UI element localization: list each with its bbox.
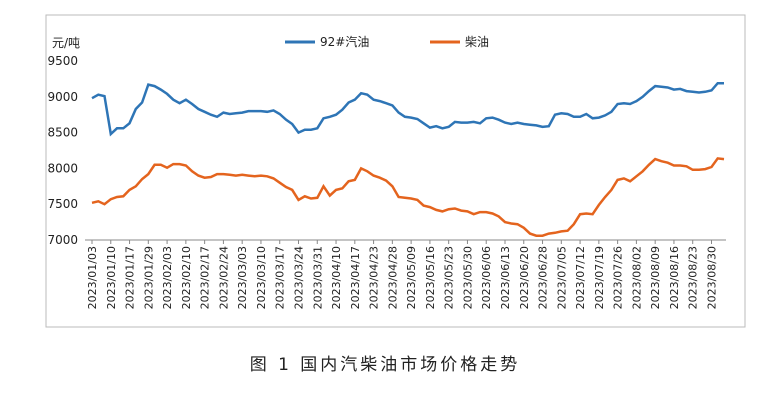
x-tick-label: 2023/06/06 (480, 246, 493, 309)
x-tick-label: 2023/05/09 (405, 246, 418, 309)
y-axis-label: 元/吨 (52, 36, 80, 50)
x-tick-label: 2023/02/03 (161, 246, 174, 309)
x-tick-label: 2023/06/13 (499, 246, 512, 309)
x-tick-label: 2023/08/30 (705, 246, 718, 309)
x-tick-label: 2023/04/28 (386, 246, 399, 309)
x-tick-label: 2023/08/23 (687, 246, 700, 309)
x-tick-label: 2023/07/19 (593, 246, 606, 309)
caption: 图 1 国内汽柴油市场价格走势 (250, 355, 521, 375)
chart-frame (45, 14, 746, 328)
x-tick-label: 2023/02/10 (180, 246, 193, 309)
x-tick-label: 2023/04/17 (349, 246, 362, 309)
x-tick-label: 2023/07/26 (612, 246, 625, 309)
x-tick-label: 2023/03/31 (311, 246, 324, 309)
y-tick-label: 7500 (47, 197, 78, 211)
x-tick-label: 2023/02/17 (199, 246, 212, 309)
x-tick-label: 2023/04/23 (368, 246, 381, 309)
x-tick-label: 2023/05/23 (443, 246, 456, 309)
x-tick-label: 2023/04/10 (330, 246, 343, 309)
x-tick-label: 2023/01/10 (105, 246, 118, 309)
x-tick-label: 2023/05/30 (461, 246, 474, 309)
x-tick-label: 2023/03/17 (274, 246, 287, 309)
x-tick-label: 2023/07/12 (574, 246, 587, 309)
y-tick-label: 7000 (47, 233, 78, 247)
x-tick-label: 2023/06/28 (537, 246, 550, 309)
y-tick-label: 8500 (47, 126, 78, 140)
x-tick-label: 2023/03/10 (255, 246, 268, 309)
x-tick-label: 2023/01/03 (86, 246, 99, 309)
x-tick-label: 2023/03/03 (236, 246, 249, 309)
y-tick-label: 8000 (47, 161, 78, 175)
legend-label: 92#汽油 (320, 34, 369, 49)
x-tick-label: 2023/05/16 (424, 246, 437, 309)
line-series (91, 81, 724, 137)
y-tick-label: 9000 (47, 90, 78, 104)
y-tick-label: 9500 (47, 54, 78, 68)
x-tick-label: 2023/06/20 (518, 246, 531, 309)
line-series (91, 157, 725, 237)
x-tick-label: 2023/08/02 (630, 246, 643, 309)
x-tick-label: 2023/03/24 (292, 246, 305, 309)
legend-label: 柴油 (465, 35, 489, 49)
x-tick-label: 2023/02/24 (217, 246, 230, 309)
x-tick-label: 2023/01/29 (142, 246, 155, 309)
x-tick-label: 2023/08/16 (668, 246, 681, 309)
x-tick-label: 2023/07/05 (555, 246, 568, 309)
x-tick-label: 2023/01/17 (124, 246, 137, 309)
x-tick-label: 2023/08/09 (649, 246, 662, 309)
